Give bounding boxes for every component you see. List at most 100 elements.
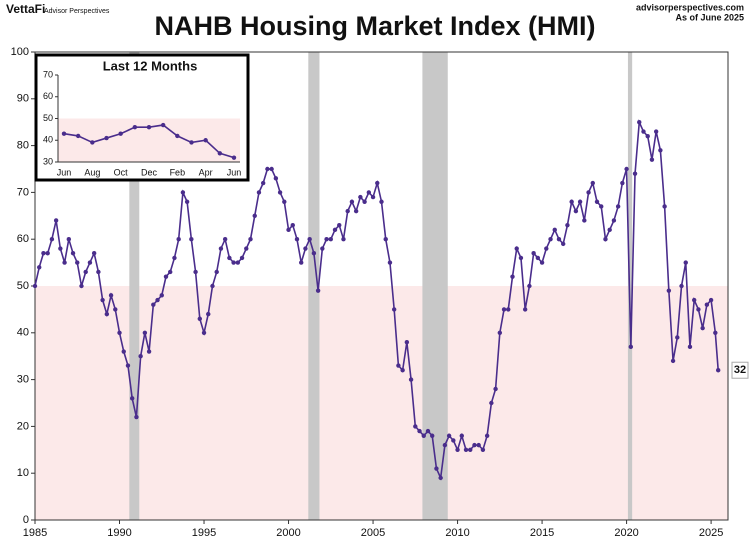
hmi-point <box>159 293 164 298</box>
inset-point <box>146 125 152 130</box>
hmi-point <box>328 237 333 242</box>
inset-y-tick-label: 70 <box>43 69 53 79</box>
inset-point <box>175 133 180 139</box>
hmi-point <box>607 227 612 233</box>
hmi-point <box>104 311 110 317</box>
inset-x-tick-label: Apr <box>199 167 213 177</box>
hmi-point <box>387 260 393 265</box>
hmi-point <box>146 349 152 354</box>
inset-point <box>104 135 109 141</box>
hmi-point <box>446 433 452 438</box>
inset-y-tick-label: 30 <box>43 156 53 166</box>
hmi-point <box>637 120 642 125</box>
x-tick-label: 2000 <box>276 527 300 539</box>
x-tick-label: 1985 <box>23 527 47 539</box>
inset-point <box>90 140 95 145</box>
hmi-point <box>700 325 705 331</box>
hmi-point <box>155 297 160 303</box>
hmi-point <box>277 190 283 195</box>
hmi-point <box>715 368 721 373</box>
hmi-point <box>670 358 676 364</box>
inset-x-tick-label: Dec <box>141 167 158 177</box>
hmi-point <box>366 190 372 195</box>
inset-y-tick-label: 50 <box>43 113 53 123</box>
hmi-point <box>472 442 477 448</box>
hmi-point <box>666 288 672 293</box>
hmi-point <box>561 241 566 247</box>
hmi-point <box>222 237 228 242</box>
hmi-point <box>468 447 473 452</box>
inset-point <box>118 131 123 136</box>
y-tick-label: 20 <box>17 420 29 432</box>
hmi-point <box>32 283 38 289</box>
hmi-point <box>96 269 101 275</box>
hmi-point <box>206 311 211 317</box>
hmi-point <box>679 283 684 289</box>
hmi-point <box>404 339 410 345</box>
hmi-point <box>582 218 587 223</box>
chart-title: NAHB Housing Market Index (HMI) <box>154 11 595 41</box>
hmi-point <box>425 428 431 434</box>
hmi-point <box>649 157 655 162</box>
hmi-point <box>489 400 494 406</box>
hmi-point <box>303 246 308 251</box>
hmi-point <box>594 199 600 204</box>
hmi-point <box>58 246 63 251</box>
hmi-point <box>134 414 139 420</box>
site: advisorperspectives.com <box>636 2 744 12</box>
hmi-point <box>463 447 469 452</box>
y-tick-label: 90 <box>17 93 29 105</box>
hmi-point <box>535 255 541 261</box>
hmi-point <box>218 246 224 251</box>
hmi-point <box>391 307 397 312</box>
hmi-point <box>235 260 241 265</box>
hmi-point <box>168 269 173 275</box>
hmi-point <box>438 475 443 481</box>
hmi-point <box>353 208 359 214</box>
hmi-point <box>66 237 72 242</box>
hmi-point <box>417 428 422 434</box>
inset-point <box>160 122 166 128</box>
hmi-point <box>315 288 321 293</box>
hmi-point <box>176 237 181 242</box>
hmi-point <box>713 330 718 335</box>
inset-point <box>61 131 67 136</box>
inset-point <box>132 125 138 130</box>
inset-point <box>189 140 194 145</box>
hmi-point <box>658 148 663 153</box>
hmi-point <box>510 274 515 279</box>
hmi-point <box>320 246 325 251</box>
hmi-point <box>577 199 583 204</box>
hmi-point <box>231 260 236 265</box>
hmi-point <box>362 199 367 204</box>
inset-point <box>203 138 208 143</box>
hmi-point <box>459 433 464 438</box>
y-tick-label: 100 <box>11 46 29 58</box>
hmi-point <box>299 260 304 265</box>
hmi-point <box>413 424 418 429</box>
hmi-point <box>87 260 93 265</box>
hmi-point <box>286 227 291 233</box>
hmi-point <box>573 208 579 214</box>
hmi-point <box>290 222 295 228</box>
hmi-point <box>620 180 625 186</box>
hmi-point <box>108 293 114 298</box>
hmi-point <box>691 297 697 303</box>
hmi-point <box>244 246 249 251</box>
hmi-point <box>260 180 266 186</box>
hmi-point <box>484 433 490 438</box>
inset-point <box>217 151 223 156</box>
inset-x-tick-label: Jun <box>227 167 242 177</box>
hmi-point <box>408 377 414 382</box>
y-tick-label: 70 <box>17 186 29 198</box>
hmi-point <box>70 251 76 256</box>
inset-x-tick-label: Oct <box>114 167 129 177</box>
hmi-point <box>615 204 621 209</box>
hmi-point <box>514 246 519 251</box>
hmi-point <box>628 344 634 350</box>
hmi-point <box>214 269 219 275</box>
inset-point <box>231 155 237 160</box>
hmi-point <box>641 129 646 134</box>
hmi-point <box>349 199 355 204</box>
hmi-point <box>708 297 714 303</box>
